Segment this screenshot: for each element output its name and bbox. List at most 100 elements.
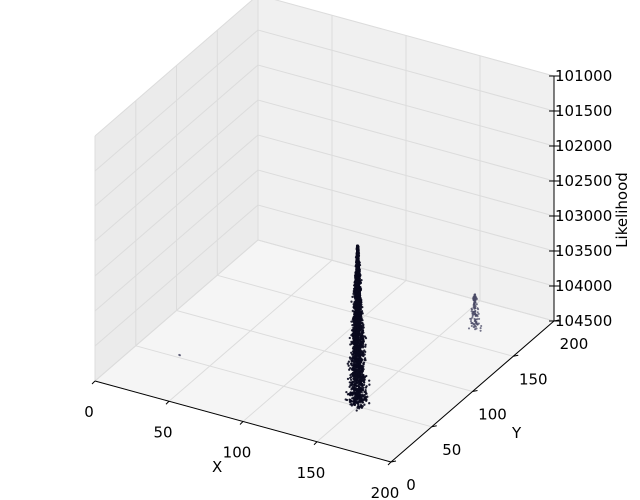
data-point — [362, 326, 365, 329]
data-point — [351, 400, 354, 403]
data-point — [358, 314, 362, 317]
data-point — [355, 314, 359, 318]
y-axis-label: Y — [511, 424, 522, 442]
data-point — [354, 382, 357, 385]
data-point — [361, 398, 364, 401]
data-point — [356, 249, 359, 252]
x-axis-label: X — [212, 458, 222, 476]
data-point — [349, 362, 353, 365]
data-point — [353, 397, 356, 400]
data-point — [352, 315, 355, 319]
data-point — [368, 402, 371, 405]
data-point — [361, 330, 364, 333]
data-point — [353, 324, 356, 327]
data-point — [355, 392, 358, 395]
data-point — [354, 342, 357, 346]
data-point — [350, 388, 353, 391]
data-point — [357, 323, 360, 326]
x-tick — [239, 421, 244, 425]
data-point — [356, 283, 359, 286]
data-point — [346, 362, 349, 365]
data-point — [351, 332, 354, 335]
data-point — [470, 307, 473, 310]
data-point — [357, 370, 360, 373]
data-point — [355, 279, 358, 283]
data-point — [359, 332, 362, 335]
x-tick-label: 200 — [371, 484, 400, 500]
z-tick-label: 104000 — [555, 277, 612, 295]
data-point — [353, 290, 356, 293]
data-point — [354, 395, 357, 398]
x-tick — [313, 441, 318, 446]
data-point — [355, 264, 359, 267]
data-point — [475, 298, 478, 301]
data-point — [368, 383, 371, 386]
data-point — [357, 267, 360, 270]
data-point — [471, 316, 474, 319]
data-point — [360, 378, 363, 381]
data-point — [363, 403, 366, 406]
data-point — [364, 389, 367, 392]
data-point — [363, 378, 366, 381]
data-point — [364, 345, 367, 348]
y-tick-label: 0 — [406, 476, 416, 494]
data-point — [352, 350, 355, 353]
data-point — [473, 297, 476, 300]
z-axis-label: Likelihood — [613, 172, 631, 248]
data-point — [357, 375, 360, 379]
data-point — [477, 308, 480, 311]
data-point — [362, 383, 366, 386]
data-point — [355, 376, 358, 379]
data-point — [357, 319, 361, 322]
data-point — [358, 309, 361, 313]
data-point — [351, 392, 354, 395]
data-point — [355, 345, 359, 349]
data-point — [354, 349, 357, 352]
data-point — [349, 391, 352, 394]
data-point — [365, 374, 368, 378]
data-point — [363, 381, 366, 384]
chart-points — [178, 244, 483, 412]
data-point — [348, 393, 352, 396]
data-point — [473, 324, 476, 327]
data-point — [362, 344, 365, 348]
data-point — [362, 363, 365, 366]
data-point — [359, 300, 362, 303]
data-point — [350, 300, 353, 303]
data-point — [476, 311, 479, 314]
data-point — [347, 360, 351, 363]
chart-ticks: 0 50 100 150 200 0 50 100 150 200 101000 101500 1020… — [84, 67, 612, 500]
z-grid-line — [94, 134, 555, 277]
y-tick-label: 100 — [478, 406, 507, 424]
z-tick-label: 102500 — [555, 172, 612, 190]
data-point — [356, 384, 359, 387]
data-point — [352, 346, 355, 349]
data-point — [354, 317, 358, 321]
data-point — [362, 365, 365, 368]
data-point — [362, 323, 365, 326]
data-point — [349, 378, 353, 381]
y-tick-label: 150 — [519, 370, 548, 388]
data-point — [364, 386, 368, 389]
z-tick-label: 101500 — [555, 102, 612, 120]
data-point — [359, 369, 362, 372]
data-point — [350, 402, 353, 406]
data-point — [472, 312, 475, 315]
data-point — [348, 385, 351, 389]
x-tick-label: 100 — [223, 444, 252, 462]
data-point — [357, 297, 361, 300]
data-point — [358, 371, 362, 374]
chart-grid — [94, 0, 555, 463]
data-point — [359, 397, 362, 401]
data-point — [361, 338, 364, 341]
data-point — [359, 324, 362, 327]
data-point — [356, 336, 359, 340]
data-point — [356, 299, 359, 302]
data-point — [351, 328, 355, 331]
data-point — [360, 357, 363, 361]
y-tick — [513, 354, 519, 357]
data-point — [475, 321, 478, 325]
data-point — [355, 307, 358, 311]
data-point — [470, 324, 473, 328]
data-point — [351, 295, 354, 299]
